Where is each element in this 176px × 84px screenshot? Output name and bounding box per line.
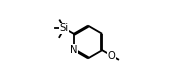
Text: O: O [108, 51, 115, 61]
Text: N: N [70, 45, 78, 55]
Text: Si: Si [60, 23, 69, 33]
